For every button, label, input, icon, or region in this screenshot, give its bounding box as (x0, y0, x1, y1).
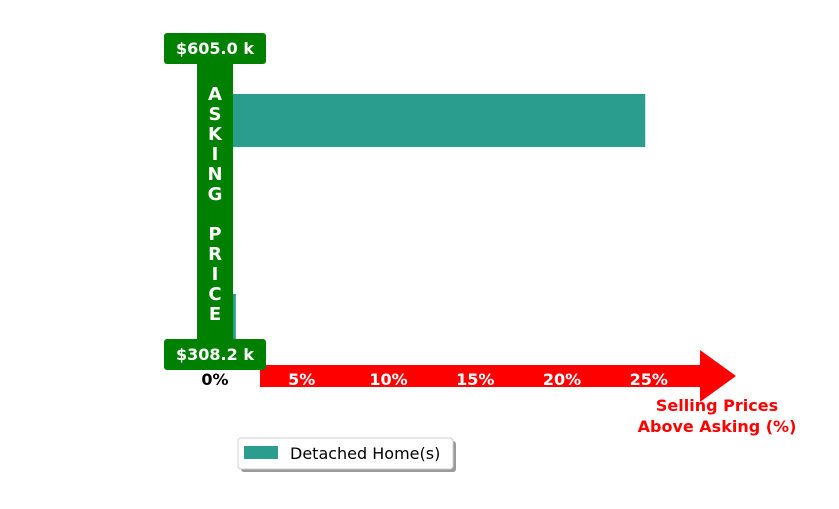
bottom-price-box: $308.2 k (164, 339, 266, 370)
asking-price-letter: P (208, 224, 221, 245)
asking-price-letter: I (212, 264, 219, 285)
asking-price-letter: C (208, 284, 221, 305)
x-axis-label-line2: Above Asking (%) (638, 417, 797, 436)
bottom-price-label: $308.2 k (176, 345, 254, 364)
legend-swatch (244, 446, 278, 459)
asking-price-letter: G (208, 184, 223, 205)
x-tick-label: 20% (543, 370, 581, 389)
bars-group (213, 94, 646, 347)
x-tick-label: 10% (369, 370, 407, 389)
top-price-label: $605.0 k (176, 39, 254, 58)
legend-label: Detached Home(s) (290, 444, 440, 463)
x-tick-label: 15% (456, 370, 494, 389)
asking-price-letter: E (209, 304, 221, 325)
x-tick-label: 25% (630, 370, 668, 389)
legend: Detached Home(s) (237, 437, 456, 472)
top-price-box: $605.0 k (164, 33, 266, 64)
x-tick-label: 5% (288, 370, 315, 389)
x-tick-labels: 0% 5% 10% 15% 20% 25% (201, 370, 667, 389)
asking-price-spine (197, 60, 233, 347)
asking-price-letter: R (208, 244, 222, 265)
asking-price-letter: S (209, 104, 222, 125)
x-axis-arrow (260, 350, 736, 402)
asking-price-letter: K (208, 124, 223, 145)
x-axis-label-line1: Selling Prices (656, 396, 778, 415)
asking-price-letter: A (208, 84, 222, 105)
asking-price-letter: I (212, 144, 219, 165)
x-tick-label: 0% (201, 370, 228, 389)
bar-0 (215, 94, 646, 147)
asking-price-letter: N (207, 164, 222, 185)
